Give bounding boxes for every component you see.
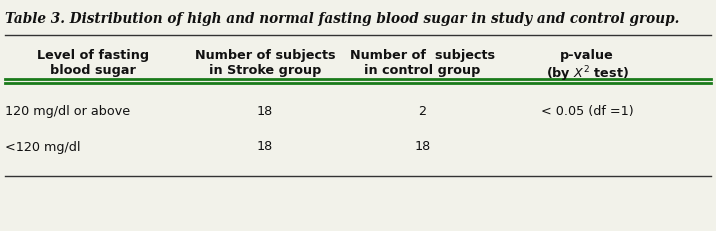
Text: Table 3. Distribution of high and normal fasting blood sugar in study and contro: Table 3. Distribution of high and normal… <box>5 12 679 26</box>
Text: blood sugar: blood sugar <box>50 64 136 77</box>
Text: Level of fasting: Level of fasting <box>37 49 149 62</box>
Text: < 0.05 (df =1): < 0.05 (df =1) <box>541 105 634 118</box>
Text: 2: 2 <box>418 105 427 118</box>
Text: (by $X^2$ test): (by $X^2$ test) <box>546 64 629 83</box>
Text: p-value: p-value <box>560 49 614 62</box>
Text: <120 mg/dl: <120 mg/dl <box>5 140 80 153</box>
Text: 18: 18 <box>257 105 273 118</box>
Text: 18: 18 <box>257 140 273 153</box>
Text: Number of subjects: Number of subjects <box>195 49 335 62</box>
Text: 120 mg/dl or above: 120 mg/dl or above <box>5 105 130 118</box>
Text: in control group: in control group <box>364 64 480 77</box>
Text: 18: 18 <box>415 140 430 153</box>
Text: in Stroke group: in Stroke group <box>209 64 321 77</box>
Text: Number of  subjects: Number of subjects <box>350 49 495 62</box>
